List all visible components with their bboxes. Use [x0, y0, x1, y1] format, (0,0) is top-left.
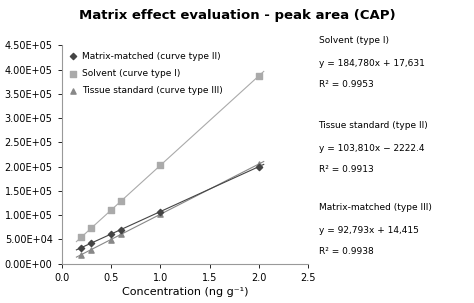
Solvent (curve type I) [78, 235, 85, 240]
Matrix-matched (curve type II) [87, 241, 95, 245]
Matrix-matched (curve type II) [156, 209, 164, 214]
Text: Tissue standard (type II): Tissue standard (type II) [319, 121, 428, 130]
Text: y = 103,810x − 2222.4: y = 103,810x − 2222.4 [319, 144, 424, 153]
Tissue standard (curve type III) [87, 247, 95, 252]
Tissue standard (curve type III) [156, 212, 164, 217]
Legend: Matrix-matched (curve type II), Solvent (curve type I), Tissue standard (curve t: Matrix-matched (curve type II), Solvent … [66, 50, 225, 97]
Solvent (curve type I) [107, 208, 115, 213]
Text: Solvent (type I): Solvent (type I) [319, 36, 389, 45]
Text: y = 184,780x + 17,631: y = 184,780x + 17,631 [319, 59, 424, 68]
Text: Matrix effect evaluation - peak area (CAP): Matrix effect evaluation - peak area (CA… [79, 9, 395, 22]
Tissue standard (curve type III) [78, 252, 85, 257]
Tissue standard (curve type III) [117, 232, 125, 237]
Text: y = 92,793x + 14,415: y = 92,793x + 14,415 [319, 226, 419, 235]
Matrix-matched (curve type II) [107, 232, 115, 237]
Solvent (curve type I) [156, 163, 164, 168]
Text: R² = 0.9913: R² = 0.9913 [319, 165, 374, 174]
X-axis label: Concentration (ng g⁻¹): Concentration (ng g⁻¹) [122, 287, 248, 297]
Matrix-matched (curve type II) [117, 227, 125, 232]
Text: R² = 0.9953: R² = 0.9953 [319, 80, 374, 89]
Tissue standard (curve type III) [255, 161, 263, 166]
Solvent (curve type I) [117, 199, 125, 204]
Solvent (curve type I) [255, 73, 263, 78]
Tissue standard (curve type III) [107, 237, 115, 242]
Matrix-matched (curve type II) [255, 164, 263, 169]
Text: Matrix-matched (type III): Matrix-matched (type III) [319, 203, 431, 212]
Matrix-matched (curve type II) [78, 245, 85, 250]
Solvent (curve type I) [87, 226, 95, 231]
Text: R² = 0.9938: R² = 0.9938 [319, 247, 374, 256]
